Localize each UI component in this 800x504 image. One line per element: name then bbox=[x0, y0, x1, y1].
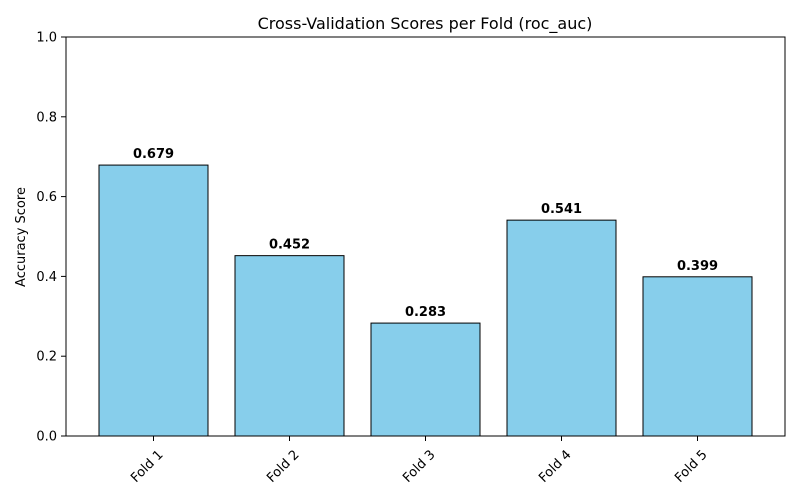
bar-value-label-3: 0.283 bbox=[405, 305, 446, 320]
y-axis: 0.0 0.2 0.4 0.6 0.8 1.0 bbox=[36, 31, 66, 445]
bar-4 bbox=[506, 219, 617, 437]
x-tick-label-fold-4: Fold 4 bbox=[536, 447, 574, 485]
bar-value-label-2: 0.452 bbox=[269, 238, 310, 253]
y-tick-label: 1.0 bbox=[36, 31, 57, 46]
plot-frame bbox=[65, 36, 786, 437]
bar-3 bbox=[370, 322, 481, 437]
y-tick-label: 0.2 bbox=[36, 350, 57, 365]
x-tick-label-fold-2: Fold 2 bbox=[264, 447, 302, 485]
bar-5 bbox=[642, 276, 753, 437]
x-tick-label-fold-3: Fold 3 bbox=[400, 447, 438, 485]
x-tick-label-fold-1: Fold 1 bbox=[128, 447, 166, 485]
x-tick-label-fold-5: Fold 5 bbox=[672, 447, 710, 485]
bar-2 bbox=[234, 255, 345, 437]
bars-layer bbox=[98, 164, 753, 437]
bar-value-label-1: 0.679 bbox=[133, 147, 174, 162]
value-labels-layer: 0.679 0.452 0.283 0.541 0.399 bbox=[133, 147, 718, 320]
y-tick-label: 0.4 bbox=[36, 270, 57, 285]
chart-title: Cross-Validation Scores per Fold (roc_au… bbox=[258, 14, 593, 34]
bar-value-label-5: 0.399 bbox=[677, 259, 718, 274]
y-tick-label: 0.8 bbox=[36, 110, 57, 125]
y-tick-label: 0.0 bbox=[36, 430, 57, 445]
bar-1 bbox=[98, 164, 209, 437]
y-axis-label: Accuracy Score bbox=[14, 187, 29, 287]
y-tick-label: 0.6 bbox=[36, 190, 57, 205]
bar-value-label-4: 0.541 bbox=[541, 202, 582, 217]
x-axis: Fold 1 Fold 2 Fold 3 Fold 4 Fold 5 bbox=[128, 436, 711, 486]
